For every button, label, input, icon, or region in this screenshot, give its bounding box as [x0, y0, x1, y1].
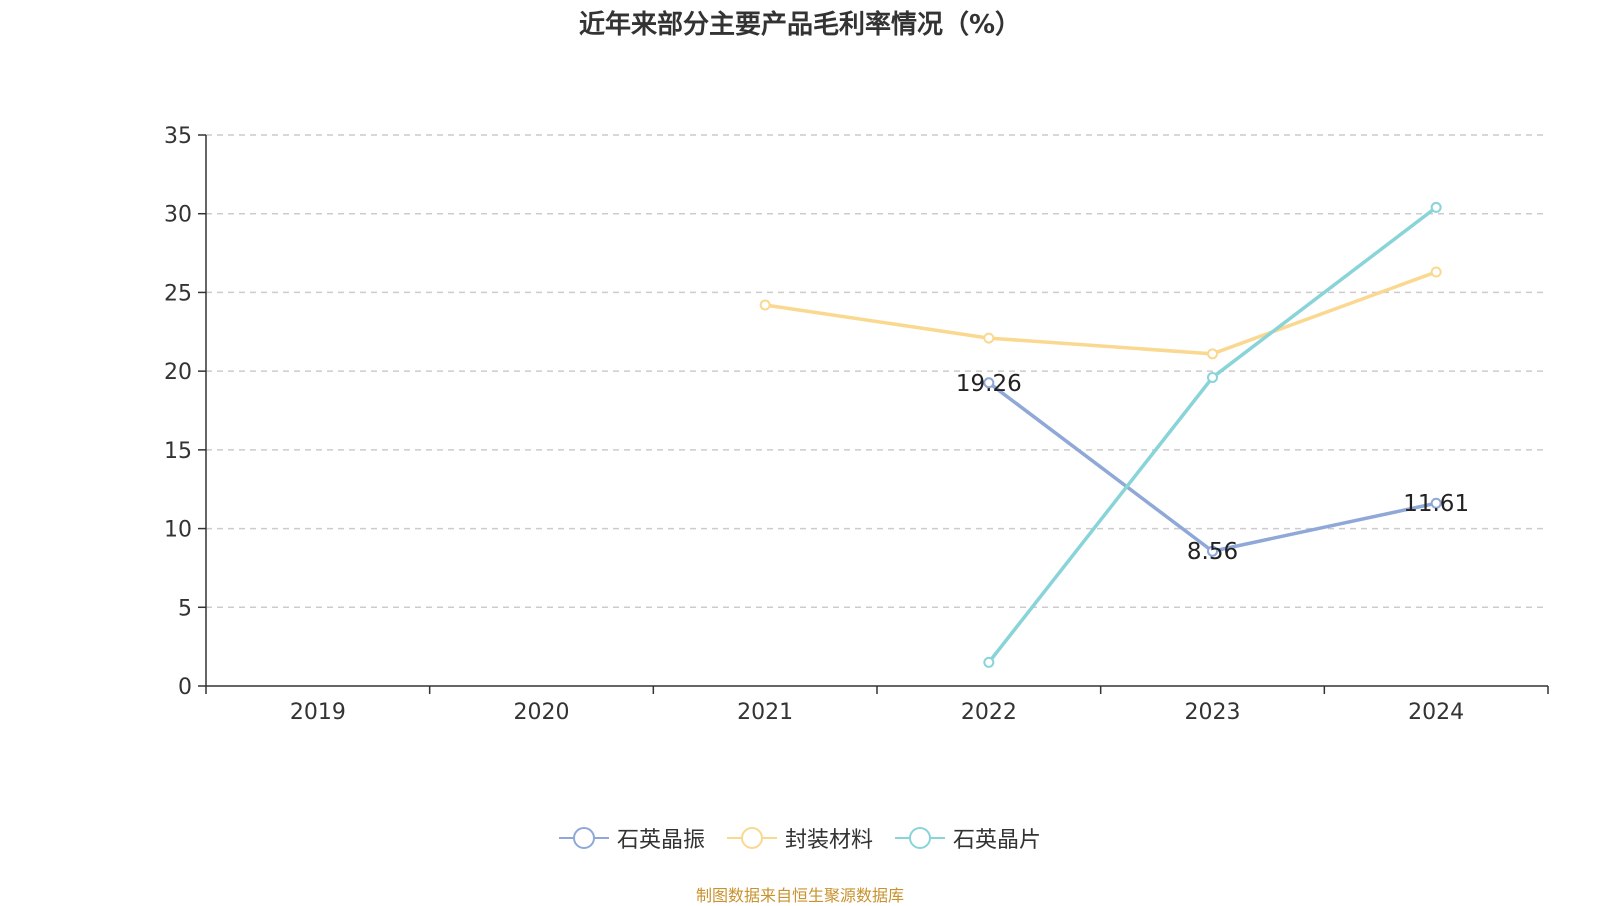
data-point [983, 377, 995, 389]
legend-item-0[interactable]: 石英晶振 [558, 822, 705, 854]
data-point [1430, 201, 1442, 213]
y-tick-label: 35 [164, 124, 192, 149]
data-labels: 19.26 8.56 11.61 [956, 371, 1469, 565]
series-line-0 [987, 381, 1437, 553]
data-point [759, 299, 771, 311]
x-axis: 2019 2020 2021 2022 2023 2024 [205, 685, 1549, 725]
x-tick-label: 2023 [1185, 700, 1241, 725]
y-tick-label: 20 [164, 360, 192, 385]
data-point [1430, 497, 1442, 509]
legend-label-1: 封装材料 [784, 828, 873, 853]
series-line-1 [764, 270, 1437, 356]
y-tick-label: 10 [164, 518, 192, 543]
x-tick-label: 2021 [737, 700, 793, 725]
legend-swatch-1 [726, 827, 777, 849]
y-axis: 0 5 10 15 20 25 30 35 [164, 124, 207, 700]
data-label: 8.56 [1187, 539, 1238, 565]
series-lines [759, 201, 1442, 668]
data-point [1207, 545, 1218, 557]
y-tick-label: 5 [178, 596, 192, 621]
legend-item-1[interactable]: 封装材料 [726, 822, 873, 854]
y-tick-label: 25 [164, 281, 192, 306]
y-tick-label: 30 [164, 203, 192, 228]
data-label: 19.26 [956, 371, 1022, 397]
legend-label-0: 石英晶振 [616, 828, 705, 853]
data-point [983, 656, 995, 668]
legend: 石英晶振 封装材料 石英晶片 [0, 822, 1600, 854]
legend-item-2[interactable]: 石英晶片 [895, 822, 1041, 854]
legend-swatch-2 [895, 827, 945, 849]
data-point [1207, 348, 1218, 360]
x-tick-label: 2019 [290, 700, 346, 725]
x-tick-label: 2024 [1408, 700, 1464, 725]
y-tick-label: 15 [164, 439, 192, 464]
data-label: 11.61 [1403, 491, 1469, 517]
x-tick-label: 2022 [961, 700, 1017, 725]
grid-lines [206, 134, 1548, 609]
legend-swatch-0 [558, 827, 609, 849]
data-point [1430, 266, 1442, 278]
source-note: 制图数据来自恒生聚源数据库 [695, 886, 904, 905]
data-point [983, 332, 995, 344]
chart-title: 近年来部分主要产品毛利率情况（%） [578, 10, 1022, 40]
legend-label-2: 石英晶片 [953, 828, 1042, 853]
x-tick-label: 2020 [514, 700, 570, 725]
data-point [1207, 371, 1218, 383]
y-tick-label: 0 [178, 675, 192, 700]
